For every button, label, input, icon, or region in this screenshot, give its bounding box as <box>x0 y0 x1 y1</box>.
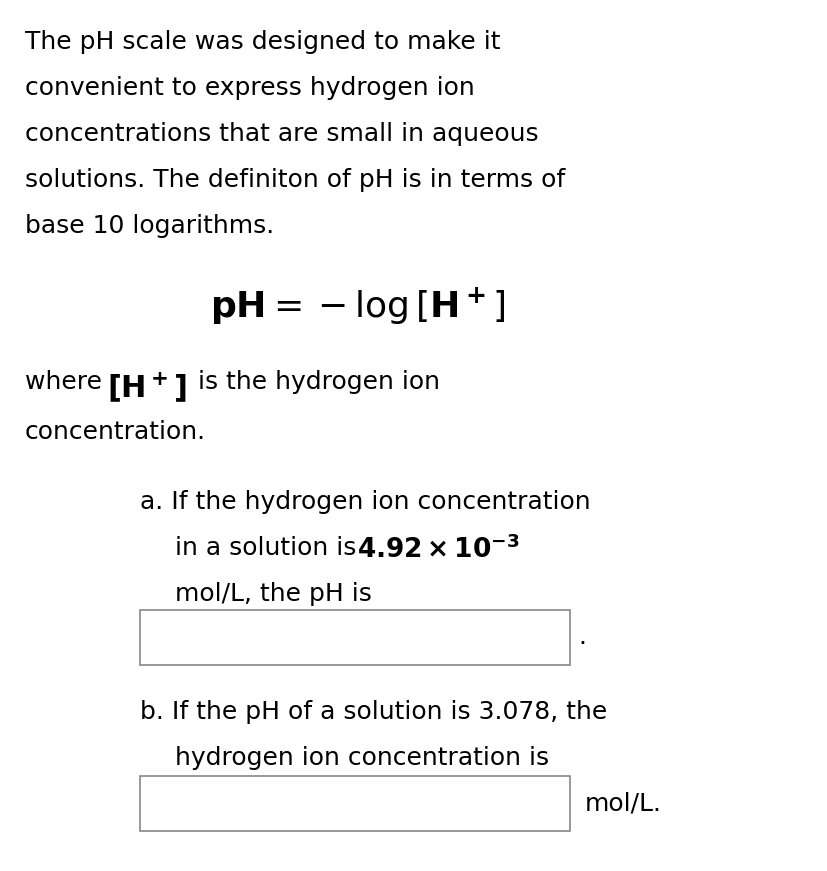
Text: .: . <box>578 625 586 650</box>
Text: b. If the pH of a solution is 3.078, the: b. If the pH of a solution is 3.078, the <box>140 700 607 724</box>
Text: mol/L, the pH is: mol/L, the pH is <box>175 582 372 606</box>
Text: where: where <box>25 370 110 394</box>
Text: mol/L.: mol/L. <box>585 792 662 815</box>
Text: in a solution is: in a solution is <box>175 536 365 560</box>
Text: concentrations that are small in aqueous: concentrations that are small in aqueous <box>25 122 538 146</box>
Text: convenient to express hydrogen ion: convenient to express hydrogen ion <box>25 76 475 100</box>
Bar <box>140 776 570 831</box>
Text: is the hydrogen ion: is the hydrogen ion <box>190 370 440 394</box>
Text: concentration.: concentration. <box>25 420 206 444</box>
Text: $\mathbf{pH} = -\log\left[\mathbf{H^+}\right]$: $\mathbf{pH} = -\log\left[\mathbf{H^+}\r… <box>210 285 505 327</box>
Text: a. If the hydrogen ion concentration: a. If the hydrogen ion concentration <box>140 490 590 514</box>
Text: The pH scale was designed to make it: The pH scale was designed to make it <box>25 30 500 54</box>
Text: $\mathbf{4.92 \times 10^{-3}}$: $\mathbf{4.92 \times 10^{-3}}$ <box>357 536 519 564</box>
Text: hydrogen ion concentration is: hydrogen ion concentration is <box>175 746 549 770</box>
Text: solutions. The definiton of pH is in terms of: solutions. The definiton of pH is in ter… <box>25 168 565 192</box>
Bar <box>140 610 570 665</box>
Text: base 10 logarithms.: base 10 logarithms. <box>25 214 275 238</box>
Text: $\mathbf{[H^+]}$: $\mathbf{[H^+]}$ <box>107 370 187 404</box>
